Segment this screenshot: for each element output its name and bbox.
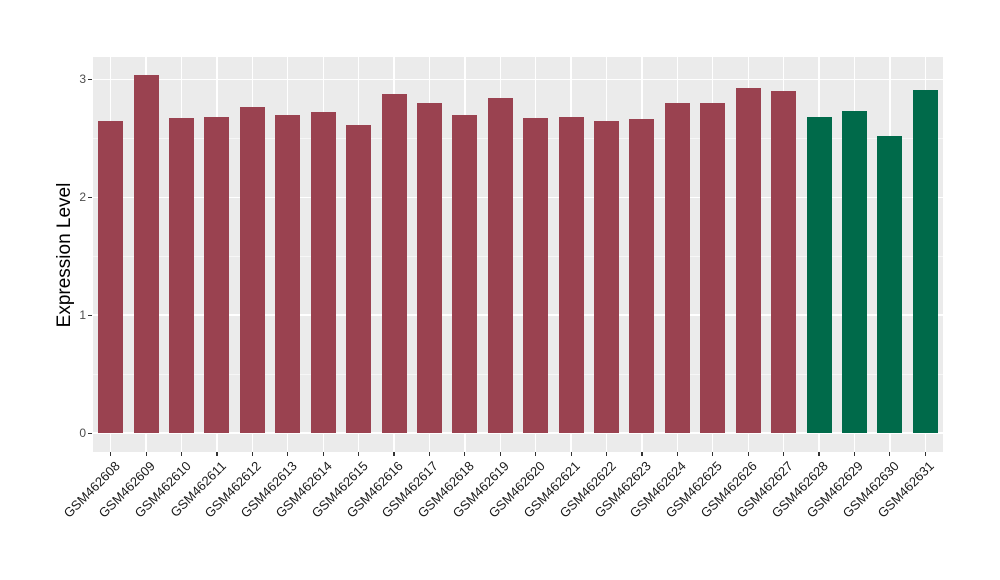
x-tick-mark xyxy=(818,452,820,456)
x-tick-mark xyxy=(605,452,608,456)
bar-GSM462614 xyxy=(310,112,336,434)
x-tick-mark xyxy=(428,452,431,456)
x-tick-mark xyxy=(464,452,466,456)
y-tick-label: 2 xyxy=(79,190,86,205)
x-tick-mark xyxy=(499,452,501,456)
y-tick-label: 1 xyxy=(79,308,86,323)
bar-GSM462610 xyxy=(169,118,195,434)
bar-GSM462630 xyxy=(877,136,903,434)
bar-GSM462616 xyxy=(381,93,407,434)
x-tick-mark xyxy=(251,452,253,456)
x-tick-mark xyxy=(676,452,678,456)
bar-GSM462618 xyxy=(452,114,478,434)
gridline-major xyxy=(93,432,943,434)
bar-GSM462627 xyxy=(771,91,797,434)
bar-GSM462631 xyxy=(912,90,938,434)
bar-GSM462625 xyxy=(700,102,726,434)
x-tick-mark xyxy=(358,452,360,456)
bar-GSM462613 xyxy=(275,114,301,434)
y-tick-mark xyxy=(88,432,92,434)
bar-GSM462624 xyxy=(664,102,690,434)
gridline-major xyxy=(93,78,943,81)
x-tick-mark xyxy=(889,452,891,456)
bar-GSM462621 xyxy=(558,117,584,434)
y-tick-mark xyxy=(88,78,92,80)
bar-GSM462617 xyxy=(416,102,442,434)
x-tick-mark xyxy=(641,452,643,456)
x-tick-mark xyxy=(747,452,749,456)
bar-GSM462620 xyxy=(523,118,549,434)
x-tick-mark xyxy=(110,452,112,456)
x-tick-mark xyxy=(570,452,572,456)
y-tick-label: 0 xyxy=(79,426,86,441)
bar-GSM462615 xyxy=(346,125,372,434)
gridline-minor xyxy=(93,137,943,139)
x-tick-mark xyxy=(322,452,324,456)
bar-GSM462619 xyxy=(487,98,513,434)
gridline-major xyxy=(93,196,943,199)
bar-GSM462612 xyxy=(239,106,265,434)
x-tick-mark xyxy=(712,452,714,456)
y-tick-mark xyxy=(88,314,92,316)
gridline-minor xyxy=(93,373,943,375)
x-tick-mark xyxy=(145,452,147,456)
x-tick-mark xyxy=(783,452,785,456)
x-tick-mark xyxy=(853,452,856,456)
gridline-major xyxy=(93,314,943,317)
plot-panel xyxy=(93,57,943,452)
x-tick-mark xyxy=(924,452,926,456)
bar-GSM462611 xyxy=(204,117,230,434)
bar-GSM462626 xyxy=(735,87,761,434)
x-tick-mark xyxy=(216,452,218,456)
x-tick-mark xyxy=(180,452,183,456)
y-axis-title: Expression Level xyxy=(54,182,75,328)
bar-GSM462623 xyxy=(629,119,655,434)
bar-GSM462628 xyxy=(806,117,832,434)
bar-GSM462609 xyxy=(133,74,159,434)
bar-GSM462629 xyxy=(841,111,867,434)
x-tick-mark xyxy=(393,452,395,456)
y-tick-mark xyxy=(88,196,92,198)
bar-GSM462608 xyxy=(98,120,124,434)
gridline-minor xyxy=(93,255,943,257)
y-tick-label: 3 xyxy=(79,72,86,87)
x-tick-mark xyxy=(287,452,289,456)
x-tick-mark xyxy=(535,452,537,456)
bar-GSM462622 xyxy=(594,120,620,434)
